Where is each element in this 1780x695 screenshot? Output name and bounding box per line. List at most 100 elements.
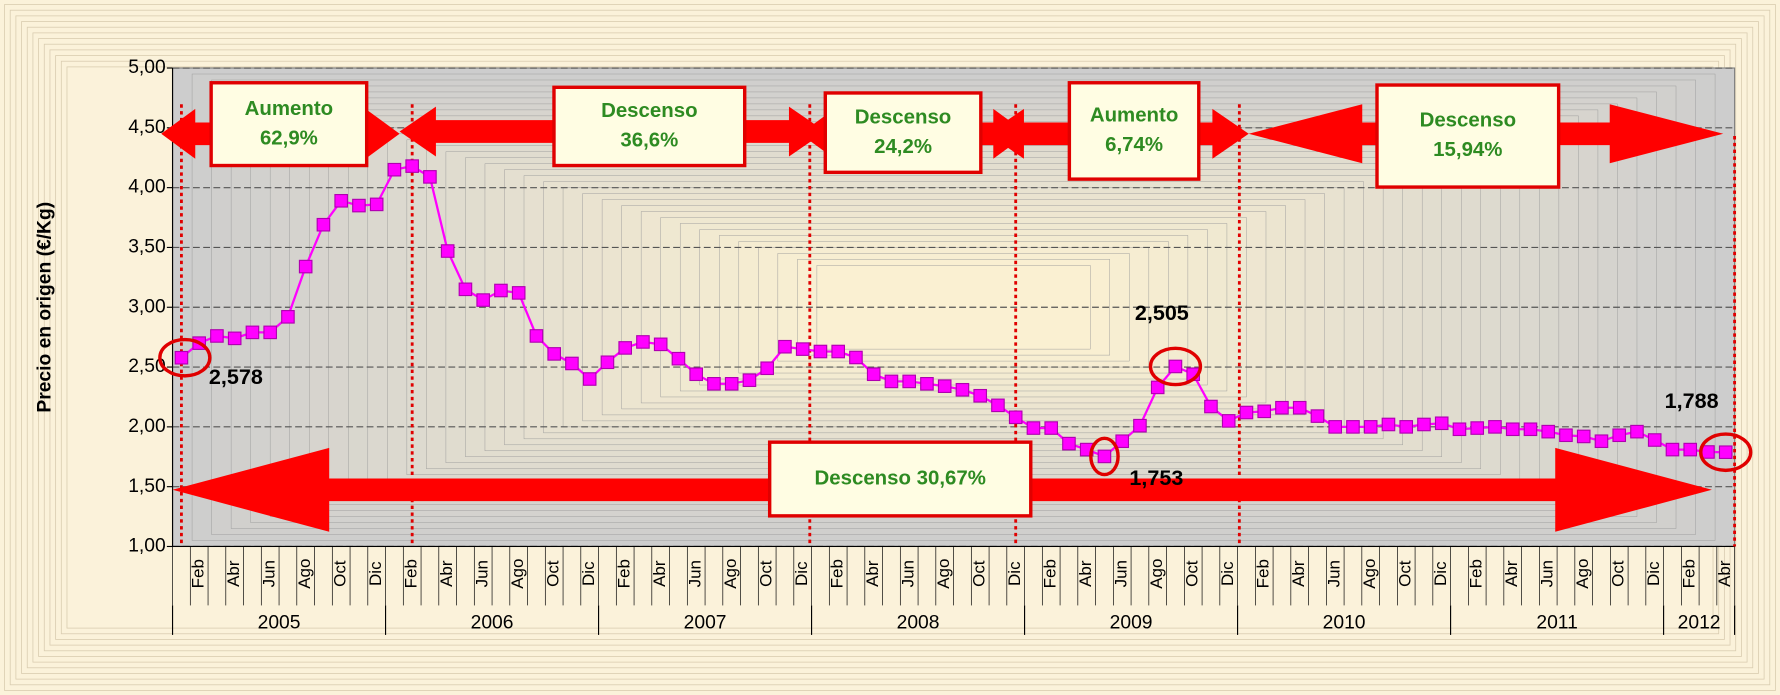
- point: [1576, 429, 1591, 444]
- point: [689, 367, 704, 382]
- x-tick-label: Dic: [579, 561, 598, 586]
- point: [1647, 433, 1662, 447]
- x-tick-label: Dic: [1644, 561, 1663, 586]
- year-label: 2007: [684, 613, 727, 634]
- year-label: 2006: [471, 613, 514, 634]
- x-tick-label: Jun: [899, 560, 918, 587]
- x-tick-label: Ago: [508, 559, 527, 589]
- point: [1115, 434, 1130, 449]
- point: [1399, 420, 1414, 434]
- value-label: 2,505: [1135, 300, 1189, 325]
- point: [1665, 442, 1680, 457]
- point: [618, 341, 632, 355]
- point: [1221, 414, 1236, 428]
- value-label: 1,788: [1665, 388, 1719, 413]
- point: [920, 377, 934, 391]
- point: [600, 355, 615, 370]
- point: [1328, 420, 1343, 434]
- annotation-text: 24,2%: [874, 136, 932, 158]
- annotation-text: Aumento: [1090, 105, 1178, 127]
- point: [1718, 445, 1733, 460]
- point: [884, 374, 899, 389]
- point: [1026, 421, 1041, 435]
- point: [511, 286, 526, 300]
- highlight-circle: [158, 337, 212, 378]
- point: [1310, 409, 1325, 423]
- x-tick-label: Jun: [473, 560, 492, 587]
- point: [1417, 417, 1431, 432]
- point: [1292, 400, 1307, 415]
- annotations-layer: Aumento 62,9% Descenso 36,6% Descenso 24,2% Au…: [161, 81, 1737, 547]
- point: [1097, 449, 1112, 464]
- point: [1612, 428, 1627, 443]
- point: [405, 159, 419, 173]
- point: [316, 217, 331, 232]
- x-tick-label: Feb: [615, 559, 634, 588]
- annotation-text: 62,9%: [260, 127, 318, 149]
- point: [582, 372, 597, 386]
- point: [245, 325, 260, 340]
- x-tick-label: Jun: [1325, 560, 1344, 587]
- y-tick-label: 4,00: [128, 177, 166, 198]
- point: [1168, 359, 1183, 374]
- x-tick-label: Oct: [1609, 560, 1628, 587]
- pattern-line: [15, 15, 1765, 680]
- value-label: 2,578: [209, 364, 263, 389]
- x-tick-label: Ago: [721, 559, 740, 589]
- x-tick-label: Ago: [934, 559, 953, 589]
- point: [1008, 410, 1023, 425]
- x-tick-label: Oct: [544, 560, 563, 587]
- point: [263, 325, 277, 340]
- point: [1470, 421, 1485, 435]
- point: [1594, 434, 1609, 449]
- annotation-box: [552, 85, 747, 168]
- point: [1541, 424, 1556, 439]
- point: [298, 259, 313, 274]
- x-tick-label: Jun: [260, 560, 279, 587]
- x-tick-label: Feb: [402, 559, 421, 588]
- x-tick-label: Abr: [1289, 560, 1308, 587]
- x-tick-label: Feb: [828, 559, 847, 588]
- x-tick-label: Dic: [1005, 561, 1024, 586]
- x-tick-label: Abr: [1076, 560, 1095, 587]
- x-tick-label: Feb: [189, 559, 208, 588]
- y-tick-label: 3,50: [128, 237, 166, 258]
- point: [1452, 422, 1467, 437]
- series-line: [180, 164, 1726, 458]
- point: [653, 337, 668, 352]
- annotation-text: Aumento: [245, 98, 333, 120]
- point: [458, 282, 473, 297]
- point: [849, 350, 863, 365]
- x-tick-label: Feb: [1254, 559, 1273, 588]
- year-label: 2012: [1678, 613, 1721, 634]
- y-tick-label: 3,00: [128, 296, 166, 317]
- point: [547, 347, 561, 361]
- point: [423, 170, 437, 184]
- x-tick-label: Ago: [1360, 559, 1379, 589]
- point: [1381, 417, 1396, 432]
- point: [636, 335, 650, 349]
- x-tick-label: Abr: [1502, 560, 1521, 587]
- highlight-circle: [1089, 436, 1120, 477]
- point: [369, 197, 384, 212]
- point: [1257, 404, 1272, 419]
- pattern-line: [21, 21, 1759, 674]
- x-tick-label: Abr: [437, 560, 456, 587]
- pattern-line: [32, 32, 1748, 663]
- x-tick-label: Jun: [1112, 560, 1131, 587]
- highlight-circle: [1148, 346, 1203, 387]
- point: [1044, 421, 1059, 435]
- point: [742, 373, 757, 388]
- point: [281, 310, 295, 324]
- x-tick-label: Abr: [224, 560, 243, 587]
- x-tick-label: Ago: [1147, 559, 1166, 589]
- point: [760, 361, 775, 376]
- point: [1505, 422, 1520, 437]
- x-axis: Feb Abr Jun Ago Oct Dic Feb Abr Jun Ago Oct Dic Feb A…: [171, 545, 1736, 635]
- year-label: 2005: [258, 613, 301, 634]
- annotation-text: Descenso 30,67%: [815, 467, 986, 489]
- x-tick-label: Abr: [1715, 560, 1734, 587]
- y-tick-label: 1,50: [128, 476, 166, 497]
- y-tick-label: 4,50: [128, 117, 166, 138]
